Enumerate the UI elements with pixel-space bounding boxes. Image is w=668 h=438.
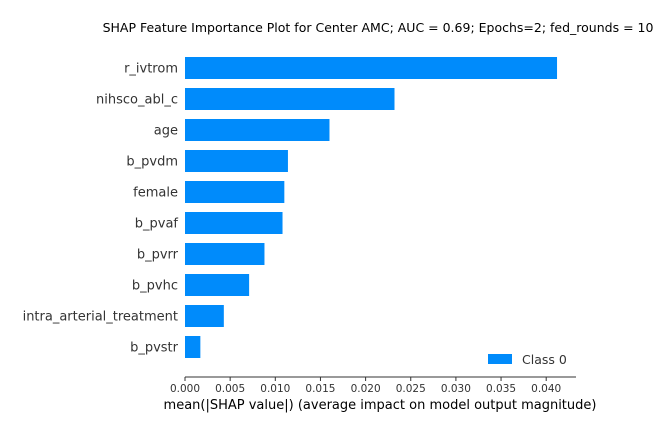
category-label-age: age [154,124,178,139]
category-label-nihsco_abl_c: nihsco_abl_c [96,93,178,108]
x-axis-label: mean(|SHAP value|) (average impact on mo… [164,398,597,413]
x-tick-label: 0.015 [305,383,335,395]
x-tick-label: 0.040 [531,383,561,395]
bar-female [185,181,285,203]
category-label-b_pvrr: b_pvrr [137,248,179,263]
bars-layer [185,57,558,358]
bar-r_ivtrom [185,57,558,79]
x-tick-label: 0.035 [486,383,516,395]
bar-b_pvaf [185,212,283,234]
category-label-b_pvdm: b_pvdm [126,155,178,170]
category-label-b_pvstr: b_pvstr [130,341,179,356]
x-tick-label: 0.010 [260,383,290,395]
chart-title: SHAP Feature Importance Plot for Center … [103,20,654,35]
category-label-intra_arterial_treatment: intra_arterial_treatment [23,310,178,325]
category-label-b_pvhc: b_pvhc [132,279,178,294]
x-axis-ticks: 0.000 0.005 0.010 0.015 0.020 0.025 0.030 0.035… [170,377,561,395]
category-label-r_ivtrom: r_ivtrom [124,62,178,77]
x-tick-label: 0.020 [351,383,381,395]
bar-b_pvrr [185,243,265,265]
x-tick-label: 0.005 [215,383,245,395]
category-label-female: female [133,186,178,201]
x-tick-label: 0.025 [396,383,426,395]
legend: Class 0 [488,352,567,367]
bar-nihsco_abl_c [185,88,395,110]
x-tick-label: 0.000 [170,383,200,395]
bar-b_pvhc [185,274,250,296]
bar-b_pvdm [185,150,288,172]
bar-age [185,119,330,141]
bar-b_pvstr [185,336,201,358]
legend-label: Class 0 [522,352,567,367]
category-label-b_pvaf: b_pvaf [135,217,179,232]
x-tick-label: 0.030 [441,383,471,395]
legend-swatch [488,354,512,364]
bar-intra_arterial_treatment [185,305,224,327]
